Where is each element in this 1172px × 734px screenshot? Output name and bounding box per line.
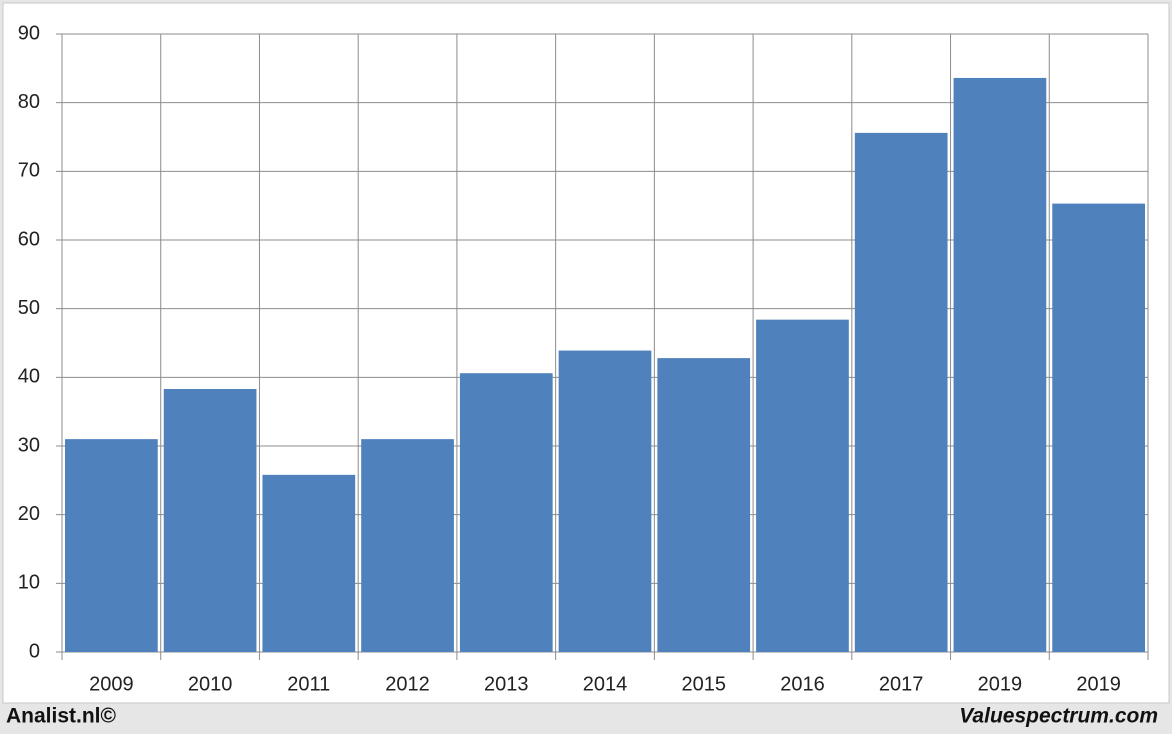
bar: [65, 439, 158, 652]
y-tick-label: 20: [18, 503, 40, 525]
y-tick-label: 10: [18, 572, 40, 594]
x-tick-label: 2009: [89, 673, 134, 695]
bar: [756, 319, 849, 652]
x-tick-label: 2015: [681, 673, 726, 695]
y-tick-label: 50: [18, 297, 40, 319]
bar: [558, 350, 652, 652]
credit-label: Valuespectrum.com: [959, 705, 1158, 728]
y-tick-label: 70: [18, 160, 40, 182]
x-tick-label: 2013: [484, 673, 529, 695]
x-tick-label: 2017: [879, 673, 924, 695]
bar: [854, 132, 948, 652]
bar: [163, 389, 257, 652]
x-tick-label: 2014: [583, 673, 628, 695]
bar: [361, 439, 454, 652]
y-tick-label: 0: [29, 640, 40, 662]
y-tick-label: 80: [18, 91, 40, 113]
bar: [1052, 203, 1145, 652]
bar: [657, 358, 751, 652]
x-tick-label: 2019: [978, 673, 1023, 695]
bar: [459, 373, 553, 652]
y-tick-label: 30: [18, 434, 40, 456]
y-tick-label: 40: [18, 366, 40, 388]
x-tick-label: 2010: [188, 673, 233, 695]
bar: [262, 474, 356, 652]
x-tick-label: 2019: [1076, 673, 1121, 695]
y-tick-label: 90: [18, 22, 40, 44]
bar: [953, 77, 1047, 653]
source-label: Analist.nl©: [6, 705, 117, 728]
y-tick-label: 60: [18, 228, 40, 250]
x-tick-label: 2016: [780, 673, 825, 695]
x-tick-label: 2011: [287, 673, 330, 695]
x-tick-label: 2012: [385, 673, 430, 695]
